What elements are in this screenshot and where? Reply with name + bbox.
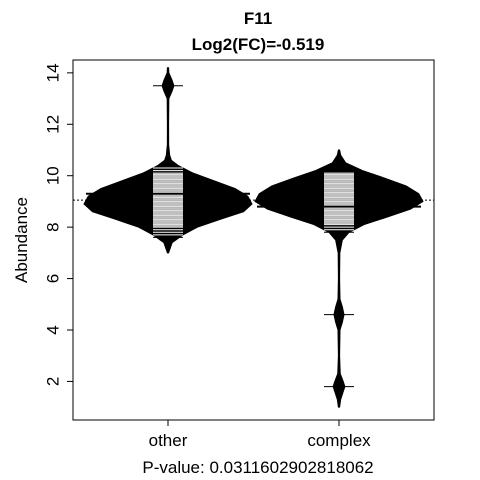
x-tick-label: other (149, 431, 188, 450)
y-tick-label: 4 (43, 325, 62, 334)
y-tick-label: 12 (43, 115, 62, 134)
chart-subtitle: Log2(FC)=-0.519 (192, 35, 325, 54)
p-value-label: P-value: 0.0311602902818062 (142, 458, 373, 477)
y-tick-label: 10 (43, 166, 62, 185)
y-tick-label: 2 (43, 377, 62, 386)
x-axis: other complex (149, 420, 372, 450)
plot-frame (73, 60, 434, 420)
bean-other (84, 68, 252, 253)
y-tick-label: 8 (43, 222, 62, 231)
x-tick-label: complex (307, 431, 371, 450)
y-tick-label: 14 (43, 63, 62, 82)
y-axis: 2 4 6 8 10 12 14 (43, 63, 73, 386)
beans-layer (73, 68, 434, 407)
y-axis-label: Abundance (12, 197, 31, 283)
bean-density-other (84, 68, 252, 253)
bean-complex (255, 150, 423, 407)
chart-title: F11 (244, 9, 272, 28)
y-tick-label: 6 (43, 274, 62, 283)
